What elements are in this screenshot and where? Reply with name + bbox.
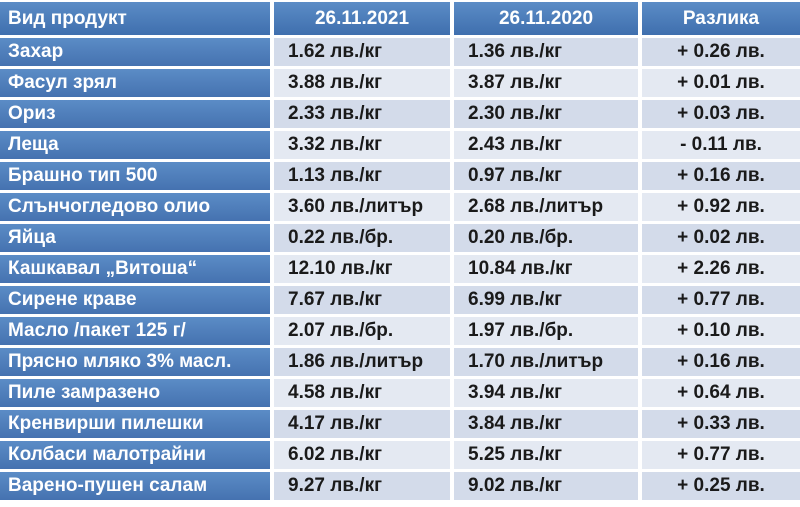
price-cell: 3.94 лв./кг	[454, 379, 638, 407]
price-cell: 3.32 лв./кг	[274, 131, 450, 159]
price-cell: 1.70 лв./литър	[454, 348, 638, 376]
price-cell: 9.02 лв./кг	[454, 472, 638, 500]
product-name: Прясно мляко 3% масл.	[0, 348, 270, 376]
product-name: Колбаси малотрайни	[0, 441, 270, 469]
price-cell: 0.22 лв./бр.	[274, 224, 450, 252]
price-cell: 3.84 лв./кг	[454, 410, 638, 438]
price-difference: + 0.16 лв.	[642, 162, 800, 190]
price-cell: 2.43 лв./кг	[454, 131, 638, 159]
price-difference: + 0.16 лв.	[642, 348, 800, 376]
price-difference: + 0.33 лв.	[642, 410, 800, 438]
price-cell: 12.10 лв./кг	[274, 255, 450, 283]
header-cell: Вид продукт	[0, 2, 270, 35]
product-name: Варено-пушен салам	[0, 472, 270, 500]
price-difference: - 0.11 лв.	[642, 131, 800, 159]
product-name: Сирене краве	[0, 286, 270, 314]
price-difference: + 0.25 лв.	[642, 472, 800, 500]
product-name: Фасул зрял	[0, 69, 270, 97]
product-name: Кашкавал „Витоша“	[0, 255, 270, 283]
product-name: Масло /пакет 125 г/	[0, 317, 270, 345]
price-cell: 2.07 лв./бр.	[274, 317, 450, 345]
price-cell: 1.36 лв./кг	[454, 38, 638, 66]
price-difference: + 0.01 лв.	[642, 69, 800, 97]
price-cell: 0.97 лв./кг	[454, 162, 638, 190]
price-cell: 7.67 лв./кг	[274, 286, 450, 314]
product-name: Леща	[0, 131, 270, 159]
price-cell: 2.33 лв./кг	[274, 100, 450, 128]
price-cell: 10.84 лв./кг	[454, 255, 638, 283]
header-cell: 26.11.2020	[454, 2, 638, 35]
product-name: Ориз	[0, 100, 270, 128]
price-cell: 3.88 лв./кг	[274, 69, 450, 97]
price-cell: 3.60 лв./литър	[274, 193, 450, 221]
product-name: Пиле замразено	[0, 379, 270, 407]
price-cell: 0.20 лв./бр.	[454, 224, 638, 252]
price-difference: + 0.64 лв.	[642, 379, 800, 407]
price-difference: + 2.26 лв.	[642, 255, 800, 283]
header-cell: Разлика	[642, 2, 800, 35]
price-cell: 1.86 лв./литър	[274, 348, 450, 376]
price-cell: 1.97 лв./бр.	[454, 317, 638, 345]
price-cell: 6.99 лв./кг	[454, 286, 638, 314]
product-name: Яйца	[0, 224, 270, 252]
price-difference: + 0.10 лв.	[642, 317, 800, 345]
header-cell: 26.11.2021	[274, 2, 450, 35]
price-cell: 2.30 лв./кг	[454, 100, 638, 128]
price-difference: + 0.77 лв.	[642, 441, 800, 469]
price-difference: + 0.26 лв.	[642, 38, 800, 66]
price-difference: + 0.02 лв.	[642, 224, 800, 252]
price-difference: + 0.03 лв.	[642, 100, 800, 128]
price-difference: + 0.77 лв.	[642, 286, 800, 314]
product-name: Слънчогледово олио	[0, 193, 270, 221]
price-cell: 4.17 лв./кг	[274, 410, 450, 438]
price-cell: 4.58 лв./кг	[274, 379, 450, 407]
price-cell: 6.02 лв./кг	[274, 441, 450, 469]
product-name: Захар	[0, 38, 270, 66]
product-name: Брашно тип 500	[0, 162, 270, 190]
price-cell: 5.25 лв./кг	[454, 441, 638, 469]
price-cell: 1.13 лв./кг	[274, 162, 450, 190]
price-cell: 2.68 лв./литър	[454, 193, 638, 221]
price-cell: 9.27 лв./кг	[274, 472, 450, 500]
price-difference: + 0.92 лв.	[642, 193, 800, 221]
product-name: Кренвирши пилешки	[0, 410, 270, 438]
price-cell: 3.87 лв./кг	[454, 69, 638, 97]
price-cell: 1.62 лв./кг	[274, 38, 450, 66]
